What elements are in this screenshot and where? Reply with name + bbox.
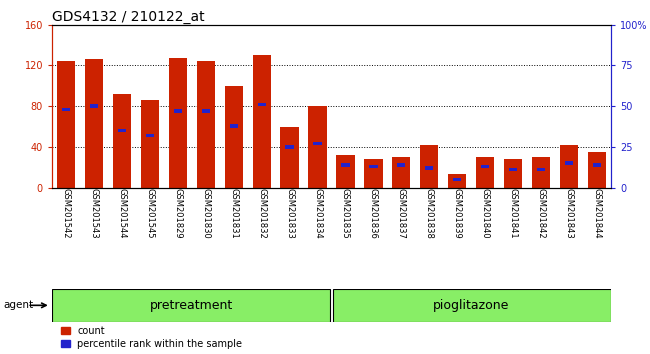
Bar (504, 159, 522, 188)
Bar (257, 103, 266, 106)
Text: GSM201830: GSM201830 (202, 188, 210, 238)
Bar (174, 109, 182, 113)
Bar (509, 168, 517, 171)
Text: GSM201542: GSM201542 (62, 188, 70, 238)
Bar (593, 163, 601, 167)
Text: agent: agent (3, 300, 33, 310)
Bar (229, 124, 238, 127)
Bar (453, 178, 461, 181)
Text: GSM201841: GSM201841 (509, 188, 517, 238)
Bar (253, 55, 270, 188)
Bar (481, 165, 489, 168)
Bar (285, 145, 294, 149)
Text: GSM201833: GSM201833 (285, 188, 294, 239)
Bar (537, 168, 545, 171)
Text: GSM201839: GSM201839 (453, 188, 461, 238)
Bar (425, 166, 434, 170)
Text: GSM201831: GSM201831 (229, 188, 238, 238)
Bar (202, 109, 210, 113)
Text: GSM201842: GSM201842 (537, 188, 545, 238)
Bar (62, 108, 70, 111)
Bar (169, 58, 187, 188)
Bar (532, 157, 550, 188)
Text: GSM201837: GSM201837 (397, 188, 406, 239)
Text: GSM201840: GSM201840 (481, 188, 489, 238)
Bar (588, 152, 606, 188)
Bar (313, 142, 322, 145)
Text: GDS4132 / 210122_at: GDS4132 / 210122_at (52, 10, 205, 24)
Bar (146, 134, 154, 137)
Bar (225, 86, 242, 188)
Bar (369, 165, 378, 168)
Text: GSM201838: GSM201838 (425, 188, 434, 239)
Bar (197, 62, 214, 188)
Bar (365, 159, 382, 188)
Bar (57, 62, 75, 188)
Text: pioglitazone: pioglitazone (433, 299, 510, 312)
Bar (421, 145, 438, 188)
Bar (309, 106, 326, 188)
Text: GSM201829: GSM201829 (174, 188, 182, 238)
Text: GSM201844: GSM201844 (593, 188, 601, 238)
Bar (448, 175, 466, 188)
Bar (397, 163, 406, 167)
Legend: count, percentile rank within the sample: count, percentile rank within the sample (57, 322, 246, 353)
Text: GSM201843: GSM201843 (565, 188, 573, 238)
Bar (565, 161, 573, 165)
Bar (118, 129, 126, 132)
Text: GSM201834: GSM201834 (313, 188, 322, 238)
Text: GSM201836: GSM201836 (369, 188, 378, 239)
Text: GSM201543: GSM201543 (90, 188, 98, 238)
Bar (52, 289, 330, 322)
Bar (85, 59, 103, 188)
Text: GSM201545: GSM201545 (146, 188, 154, 238)
Bar (333, 289, 611, 322)
Text: pretreatment: pretreatment (150, 299, 233, 312)
Bar (476, 157, 494, 188)
Bar (341, 163, 350, 167)
Bar (113, 94, 131, 188)
Bar (141, 100, 159, 188)
Bar (560, 145, 578, 188)
Text: GSM201835: GSM201835 (341, 188, 350, 238)
Bar (337, 155, 354, 188)
Bar (281, 127, 298, 188)
Bar (393, 157, 410, 188)
Bar (90, 104, 98, 108)
Text: GSM201544: GSM201544 (118, 188, 126, 238)
Text: GSM201832: GSM201832 (257, 188, 266, 238)
